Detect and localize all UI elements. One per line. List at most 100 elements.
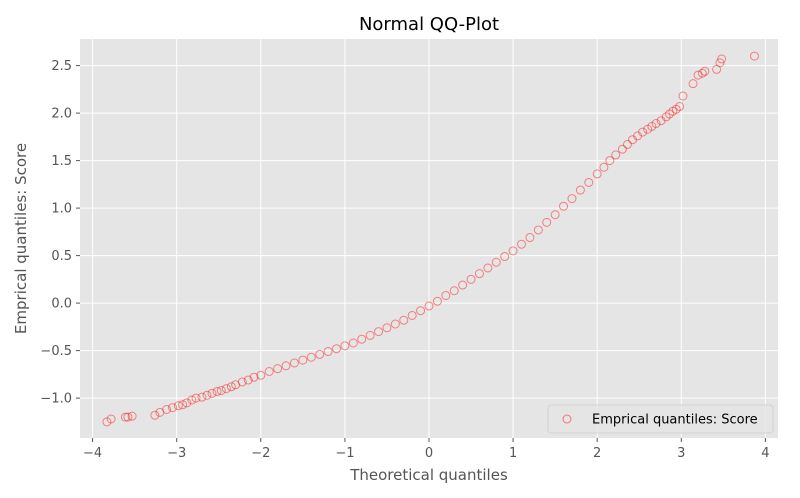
x-tick-label: 3: [677, 446, 685, 461]
data-point: [559, 201, 569, 211]
data-point: [162, 405, 172, 414]
y-tick-label: 0.0: [51, 297, 72, 312]
data-point: [584, 177, 594, 187]
points-layer: [102, 51, 759, 427]
data-point: [416, 306, 426, 316]
data-point: [187, 395, 197, 405]
data-point: [243, 375, 253, 385]
data-point: [357, 334, 367, 344]
data-point: [264, 367, 274, 376]
data-point: [651, 119, 661, 129]
y-axis-label: Emprical quantiles: Score: [12, 143, 30, 334]
data-point: [697, 68, 707, 78]
ticks-layer: −4 −3 −2 −1 0 1 2 3 4 −1.0 −0.5 0.0 0.5 1.0 1.5 2.0 2.5: [40, 59, 769, 461]
data-point: [374, 327, 384, 337]
data-point: [216, 386, 226, 395]
data-point: [432, 296, 442, 306]
data-point: [237, 377, 247, 387]
data-point: [665, 109, 675, 119]
data-point: [256, 370, 266, 380]
data-point: [150, 410, 160, 420]
data-point: [688, 79, 698, 89]
legend-marker: [562, 414, 572, 424]
y-tick-label: −0.5: [40, 344, 72, 359]
data-point: [390, 319, 400, 329]
data-point: [661, 112, 671, 122]
grid-layer: [80, 39, 778, 438]
x-tick-label: −4: [83, 446, 102, 461]
data-point: [331, 344, 341, 354]
legend-box: [547, 404, 774, 434]
data-point: [500, 252, 510, 262]
chart-title: Normal QQ-Plot: [359, 14, 499, 35]
data-point: [491, 257, 501, 267]
data-point: [749, 51, 759, 61]
data-point: [599, 162, 609, 172]
data-point: [449, 286, 459, 296]
data-point: [622, 139, 632, 149]
x-tick-label: 0: [425, 446, 433, 461]
x-tick-label: −2: [251, 446, 270, 461]
data-point: [207, 388, 217, 398]
y-tick-label: −1.0: [40, 392, 72, 407]
x-axis-label: Theoretical quantiles: [349, 466, 508, 484]
data-point: [212, 386, 222, 396]
data-point: [647, 121, 657, 131]
data-point: [525, 233, 535, 243]
data-point: [120, 412, 130, 422]
data-point: [273, 364, 283, 374]
data-point: [173, 401, 183, 411]
data-point: [424, 301, 434, 311]
x-tick-label: −3: [167, 446, 186, 461]
data-point: [306, 352, 316, 362]
data-point: [102, 417, 112, 427]
data-point: [550, 210, 560, 220]
legend-label: Emprical quantiles: Score: [592, 413, 758, 428]
data-point: [474, 269, 484, 279]
data-point: [127, 411, 137, 421]
y-tick-label: 2.5: [51, 59, 72, 74]
data-point: [517, 239, 527, 249]
data-point: [693, 70, 703, 80]
data-point: [675, 101, 685, 111]
data-point: [712, 64, 722, 74]
data-point: [617, 144, 627, 154]
data-point: [611, 150, 621, 160]
legend: Emprical quantiles: Score: [547, 404, 774, 434]
data-point: [466, 274, 476, 284]
data-point: [221, 384, 231, 394]
data-point: [592, 169, 602, 179]
y-tick-label: 2.0: [51, 107, 72, 122]
data-point: [567, 194, 577, 204]
data-point: [668, 106, 678, 116]
data-point: [508, 246, 518, 256]
data-point: [348, 338, 358, 348]
data-point: [197, 392, 207, 402]
data-point: [289, 358, 299, 368]
data-point: [575, 185, 585, 195]
data-point: [399, 315, 409, 325]
data-point: [671, 104, 681, 114]
x-tick-label: 1: [509, 446, 517, 461]
data-point: [407, 310, 417, 320]
data-point: [298, 355, 308, 365]
x-tick-label: 4: [761, 446, 769, 461]
data-point: [633, 131, 643, 141]
data-point: [700, 66, 710, 76]
data-point: [340, 341, 350, 351]
data-point: [542, 217, 552, 227]
data-point: [533, 225, 543, 235]
data-point: [715, 58, 725, 68]
x-tick-label: 2: [593, 446, 601, 461]
data-point: [717, 54, 727, 64]
y-tick-label: 0.5: [51, 249, 72, 264]
data-point: [315, 349, 325, 359]
data-point: [281, 361, 291, 371]
data-point: [678, 91, 688, 101]
data-point: [178, 400, 188, 410]
y-tick-label: 1.5: [51, 154, 72, 169]
y-tick-label: 1.0: [51, 202, 72, 217]
data-point: [365, 330, 375, 340]
data-point: [382, 323, 392, 333]
